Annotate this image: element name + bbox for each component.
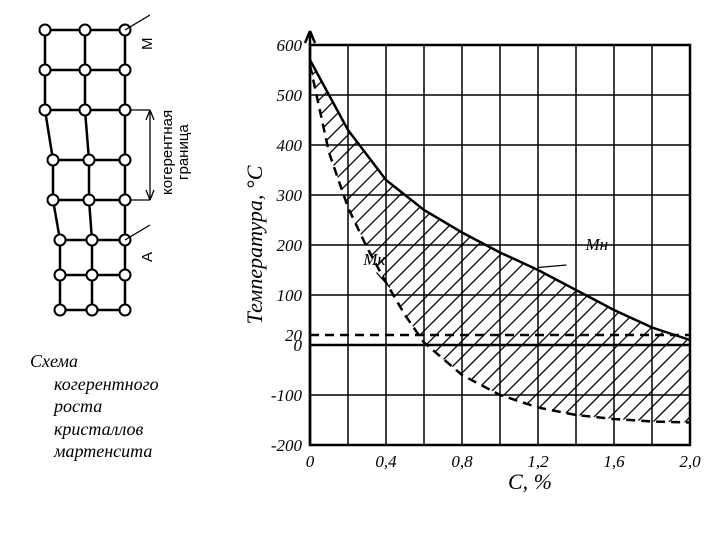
- xtick: 0,8: [451, 452, 473, 471]
- ytick: -200: [271, 436, 303, 455]
- xtick: 0,4: [375, 452, 397, 471]
- ytick: 200: [277, 236, 303, 255]
- xtick: 0: [306, 452, 315, 471]
- xtick: 1,6: [603, 452, 625, 471]
- x-axis-label: С, %: [508, 469, 552, 494]
- y-axis-label: Температура, °С: [242, 165, 267, 324]
- xtick: 2,0: [679, 452, 701, 471]
- ytick: 100: [277, 286, 303, 305]
- ytick: 600: [277, 36, 303, 55]
- label-Mk: Мк: [362, 250, 386, 269]
- ytick: 400: [277, 136, 303, 155]
- ytick: -100: [271, 386, 303, 405]
- ytick: 500: [277, 86, 303, 105]
- ytick: 20: [285, 326, 303, 345]
- label-Mn: Мн: [585, 235, 609, 254]
- ytick: 300: [276, 186, 303, 205]
